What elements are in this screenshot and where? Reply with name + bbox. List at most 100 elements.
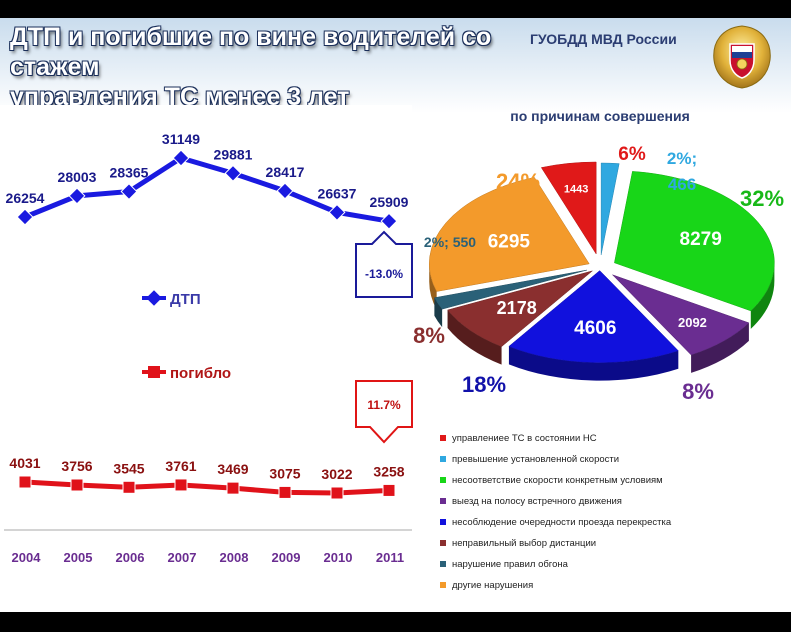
legend-label: несоответствие скорости конкретным услов… xyxy=(452,475,663,486)
pogiblo-data-label: 3545 xyxy=(113,460,144,476)
pogiblo-point xyxy=(330,486,344,500)
x-tick-label: 2008 xyxy=(220,550,249,565)
pogiblo-data-label: 3756 xyxy=(61,458,92,474)
legend-dtp-label: ДТП xyxy=(170,291,201,308)
pogiblo-line xyxy=(22,479,392,496)
dtp-data-label: 26637 xyxy=(318,185,357,201)
pie-value-label: 4606 xyxy=(574,318,616,339)
dtp-point xyxy=(224,164,242,182)
legend-swatch xyxy=(440,540,446,547)
pie-slice xyxy=(508,270,679,363)
legend-item: управлениее ТС в состоянии НС xyxy=(440,432,597,446)
pie-value-label: 6295 xyxy=(488,232,531,253)
dtp-line xyxy=(22,155,392,224)
police-emblem-icon xyxy=(713,25,771,89)
pie-slice xyxy=(433,269,588,310)
pogiblo-point xyxy=(122,480,136,494)
legend-label: неправильный выбор дистанции xyxy=(452,538,597,549)
legend-label: превышение установленной скорости xyxy=(452,454,620,465)
dtp-data-label: 25909 xyxy=(370,194,409,210)
legend-item: несоблюдение очередности проезда перекре… xyxy=(440,516,671,530)
pie-slice xyxy=(612,274,750,356)
pie-value-label: 1443 xyxy=(564,184,588,196)
pie-slice xyxy=(540,161,597,255)
pie-slice xyxy=(428,177,590,292)
pie-slice-side xyxy=(434,297,443,328)
legend-label: несоблюдение очередности проезда перекре… xyxy=(452,517,672,528)
legend-swatch xyxy=(440,477,446,484)
pie-slice-side xyxy=(691,322,749,373)
legend-swatch xyxy=(440,561,446,568)
legend-swatch xyxy=(440,582,446,589)
pogiblo-point xyxy=(382,483,396,497)
dtp-point xyxy=(16,208,34,226)
pie-value-label: 8279 xyxy=(680,229,722,250)
title-line-1: ДТП и погибшие по вине водителей со стаж… xyxy=(10,23,492,81)
legend-item: выезд на полосу встречного движения xyxy=(440,495,622,509)
pie-slice xyxy=(447,270,593,347)
pogiblo-data-label: 3022 xyxy=(321,466,352,482)
legend-item: несоответствие скорости конкретным услов… xyxy=(440,474,663,488)
pogiblo-data-label: 3075 xyxy=(269,465,300,481)
pogiblo-data-label: 4031 xyxy=(9,455,40,471)
organization-name: ГУОБДД МВД России xyxy=(530,31,677,47)
legend-label: выезд на полосу встречного движения xyxy=(452,496,622,507)
dtp-point xyxy=(172,149,190,167)
x-tick-label: 2006 xyxy=(116,550,145,565)
pogiblo-point xyxy=(70,478,84,492)
legend-label: другие нарушения xyxy=(452,580,534,591)
legend-item: превышение установленной скорости xyxy=(440,453,619,467)
legend-item: другие нарушения xyxy=(440,579,533,593)
x-tick-label: 2009 xyxy=(272,550,301,565)
legend-pogiblo-marker xyxy=(148,366,160,378)
pogiblo-point xyxy=(174,478,188,492)
pie-slice xyxy=(600,162,620,256)
pie-slice-side xyxy=(750,262,775,329)
dtp-data-label: 31149 xyxy=(162,131,200,147)
pogiblo-data-label: 3469 xyxy=(217,461,248,477)
dtp-change-label: -13.0% xyxy=(365,267,403,281)
x-tick-label: 2005 xyxy=(64,550,93,565)
pogiblo-data-label: 3258 xyxy=(373,463,404,479)
pie-percent-label: 32% xyxy=(740,186,784,211)
dtp-point xyxy=(380,212,398,230)
dtp-change-callout xyxy=(355,230,413,298)
x-tick-label: 2010 xyxy=(324,550,353,565)
pie-percent-label: 2%; xyxy=(667,149,697,168)
pie-percent-label: 6% xyxy=(618,144,646,165)
pogiblo-point xyxy=(278,485,292,499)
dtp-point xyxy=(120,183,138,201)
pogiblo-point xyxy=(18,475,32,489)
dtp-data-label: 28365 xyxy=(110,165,149,181)
dtp-point xyxy=(276,182,294,200)
pie-percent-label: 8% xyxy=(682,379,714,404)
pie-percent-label: 466 xyxy=(668,175,696,194)
dtp-data-label: 28003 xyxy=(58,169,97,185)
x-tick-label: 2011 xyxy=(376,550,404,565)
dtp-point xyxy=(68,187,86,205)
pie-slice-side xyxy=(508,346,679,381)
dtp-data-label: 28417 xyxy=(266,164,305,180)
pogiblo-change-label: 11.7% xyxy=(367,398,401,412)
legend-swatch xyxy=(440,456,446,463)
dtp-point xyxy=(328,203,346,221)
legend-swatch xyxy=(440,435,446,442)
pie-value-label: 2092 xyxy=(678,315,707,330)
pogiblo-data-label: 3761 xyxy=(165,458,196,474)
pie-slice xyxy=(614,171,775,312)
legend-dtp-marker xyxy=(146,290,162,306)
dtp-data-label: 29881 xyxy=(214,146,253,162)
legend-swatch xyxy=(440,498,446,505)
legend-pogiblo-label: погибло xyxy=(170,365,231,382)
legend-swatch xyxy=(440,519,446,526)
pie-percent-label: 18% xyxy=(462,372,506,397)
pie-title: по причинам совершения xyxy=(510,108,690,124)
legend-item: неправильный выбор дистанции xyxy=(440,537,596,551)
pie-value-label: 2178 xyxy=(497,298,537,318)
dtp-data-label: 26254 xyxy=(6,190,45,206)
pie-percent-label: 24% xyxy=(496,169,540,194)
pie-percent-label: 2%; 550 xyxy=(424,234,476,250)
pie-percent-label: 8% xyxy=(413,323,445,348)
